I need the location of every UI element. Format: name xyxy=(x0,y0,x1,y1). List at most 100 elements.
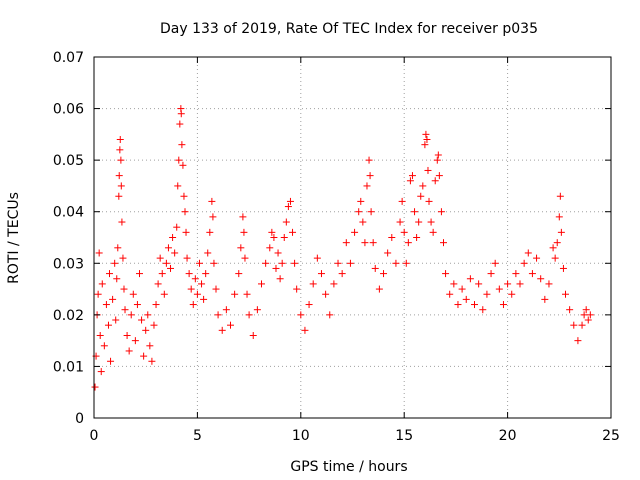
data-point xyxy=(187,285,195,293)
data-point xyxy=(512,270,520,278)
data-point xyxy=(413,234,421,241)
data-point xyxy=(164,244,172,252)
data-point xyxy=(237,244,245,252)
data-point xyxy=(222,306,230,314)
data-points xyxy=(91,105,594,391)
data-point xyxy=(156,254,164,262)
data-point xyxy=(231,290,239,298)
data-point xyxy=(346,259,354,267)
data-point xyxy=(286,197,294,205)
x-tick-label: 5 xyxy=(193,428,202,444)
data-point xyxy=(419,182,427,190)
y-axis-ticks: 0 0.01 0.02 0.03 0.04 0.05 0.06 0.07 xyxy=(53,50,611,427)
y-tick-label: 0.06 xyxy=(53,102,84,118)
data-point xyxy=(202,270,210,278)
data-point xyxy=(180,192,188,200)
data-point xyxy=(144,311,152,319)
data-point xyxy=(98,280,106,288)
data-point xyxy=(434,151,442,159)
data-point xyxy=(181,208,189,216)
data-point xyxy=(549,244,557,252)
data-point xyxy=(293,285,301,293)
data-point xyxy=(422,130,430,138)
data-point xyxy=(107,357,115,365)
data-point xyxy=(117,182,125,190)
data-point xyxy=(258,280,266,288)
data-point xyxy=(133,301,141,309)
data-point xyxy=(351,228,359,236)
data-point xyxy=(435,172,443,180)
data-point xyxy=(119,254,127,262)
data-point xyxy=(334,259,342,267)
data-point xyxy=(178,141,186,149)
data-point xyxy=(355,208,363,216)
data-point xyxy=(555,213,563,221)
y-tick-label: 0.01 xyxy=(53,359,84,375)
data-point xyxy=(408,172,416,180)
data-point xyxy=(366,172,374,180)
data-point xyxy=(423,136,431,144)
data-point xyxy=(240,228,248,236)
data-point xyxy=(167,264,175,272)
data-point xyxy=(176,120,184,128)
data-point xyxy=(125,347,133,355)
data-point xyxy=(586,311,594,319)
data-point xyxy=(94,290,102,298)
data-point xyxy=(380,270,388,278)
x-tick-label: 0 xyxy=(90,428,99,444)
data-point xyxy=(284,203,292,211)
data-point xyxy=(212,285,220,293)
data-point xyxy=(424,166,432,174)
data-point xyxy=(253,306,261,314)
data-point xyxy=(541,295,549,303)
data-point xyxy=(322,290,330,298)
data-point xyxy=(338,270,346,278)
data-point xyxy=(113,275,121,283)
data-point xyxy=(102,301,110,309)
data-point xyxy=(357,197,365,205)
data-point xyxy=(365,156,373,164)
data-point xyxy=(171,249,179,257)
plot-frame xyxy=(93,56,612,419)
data-point xyxy=(140,352,148,360)
data-point xyxy=(243,290,251,298)
data-point xyxy=(245,311,253,319)
data-point xyxy=(91,383,99,391)
data-point xyxy=(462,295,470,303)
data-point xyxy=(466,275,474,283)
data-point xyxy=(402,259,410,267)
data-point xyxy=(204,249,212,257)
x-tick-label: 25 xyxy=(602,428,620,444)
data-point xyxy=(475,280,483,288)
data-point xyxy=(559,264,567,272)
data-point xyxy=(208,197,216,205)
data-point xyxy=(282,218,290,226)
data-point xyxy=(326,311,334,319)
data-point xyxy=(291,259,299,267)
data-point xyxy=(487,270,495,278)
data-point xyxy=(458,285,466,293)
data-point xyxy=(582,306,590,314)
data-point xyxy=(266,244,274,252)
chart-title: Day 133 of 2019, Rate Of TEC Index for r… xyxy=(160,21,538,37)
data-point xyxy=(359,218,367,226)
data-point xyxy=(400,228,408,236)
data-point xyxy=(439,239,447,247)
data-point xyxy=(369,239,377,247)
data-point xyxy=(557,228,565,236)
data-point xyxy=(95,249,103,257)
data-point xyxy=(301,326,309,334)
data-point xyxy=(150,321,158,329)
data-point xyxy=(142,326,150,334)
data-point xyxy=(396,218,404,226)
data-point xyxy=(210,259,218,267)
data-point xyxy=(446,290,454,298)
data-point xyxy=(118,218,126,226)
data-point xyxy=(195,259,203,267)
data-point xyxy=(406,177,414,185)
y-axis-label: ROTI / TECUs xyxy=(6,192,22,284)
data-point xyxy=(404,239,412,247)
data-point xyxy=(183,254,191,262)
data-point xyxy=(375,285,383,293)
data-point xyxy=(280,234,288,241)
